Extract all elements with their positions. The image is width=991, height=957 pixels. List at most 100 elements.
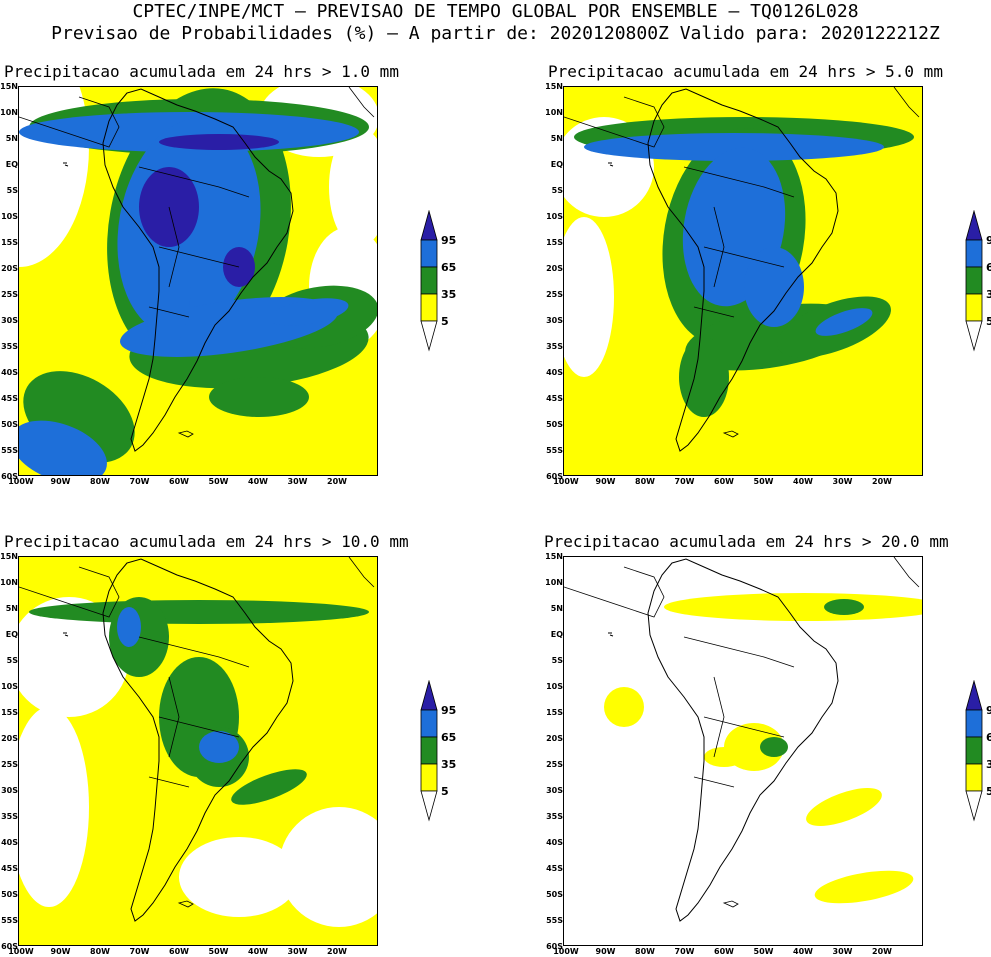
panel-title-1mm: Precipitacao acumulada em 24 hrs > 1.0 m… [4,62,399,81]
legend-swatch-below-5 [420,320,438,352]
lat-tick-label: 10N [0,578,18,587]
legend-swatch-65 [420,709,438,738]
lon-tick-label: 80W [90,477,110,486]
lat-tick-label: EQ [5,630,18,639]
lon-tick-label: 40W [248,477,268,486]
legend-swatch-35 [965,736,983,765]
lat-tick-label: 35S [1,342,18,351]
probability-field-35 [824,599,864,615]
lon-tick-label: 100W [553,477,579,486]
lat-tick-label: 10N [545,578,563,587]
central-america-coast [564,557,920,618]
legend-label: 35 [986,758,991,771]
legend-swatch-95 [420,209,438,241]
legend-label: 5 [441,785,449,798]
lat-tick-label: 15S [1,238,18,247]
lat-tick-label: 60S [546,472,563,481]
lat-tick-label: 40S [546,838,563,847]
probability-field-5 [664,593,922,621]
lat-tick-label: 20S [1,264,18,273]
lat-tick-label: 10S [546,682,563,691]
lat-tick-label: 5N [5,134,18,143]
probability-field-65 [199,731,239,763]
lat-tick-label: 5S [6,656,18,665]
lon-tick-label: 90W [50,947,71,956]
central-america-coast [19,557,375,618]
legend-1mm: 95 65 35 5 [418,209,478,355]
lat-tick-label: EQ [5,160,18,169]
probability-field-65 [269,298,349,326]
legend-label: 65 [441,261,457,274]
probability-field-below-5 [19,597,129,717]
lat-tick-label: 5N [550,604,563,613]
lat-tick-label: 60S [546,942,563,951]
lon-tick-label: 100W [8,947,34,956]
lon-tick-label: 60W [169,477,189,486]
map-panel-1mm [18,86,378,476]
lat-tick-label: 50S [1,890,18,899]
legend-label: 95 [986,234,991,247]
lon-tick-label: 50W [208,947,229,956]
lat-tick-label: 10N [0,108,18,117]
legend-label: 95 [986,704,991,717]
lon-tick-label: 70W [129,947,150,956]
lon-tick-label: 70W [129,477,150,486]
main-title: CPTEC/INPE/MCT – PREVISAO DE TEMPO GLOBA… [132,1,859,22]
probability-field-35 [231,769,307,805]
panel-title-20mm: Precipitacao acumulada em 24 hrs > 20.0 … [544,532,949,551]
lon-tick-label: 90W [595,477,616,486]
lat-tick-label: 45S [546,394,563,403]
probability-field-35 [679,337,729,417]
legend-swatch-below-5 [965,320,983,352]
lat-tick-label: 35S [546,342,563,351]
subtitle: Previsao de Probabilidades (%) – A parti… [51,23,940,44]
lat-tick-label: 5S [6,186,18,195]
legend-swatch-below-5 [965,790,983,822]
legend-label: 65 [986,261,991,274]
lon-tick-label: 70W [674,947,695,956]
probability-field-below-5 [329,127,377,247]
probability-field-below-5 [279,807,377,927]
lon-tick-label: 20W [872,477,892,486]
lat-tick-label: 35S [546,812,563,821]
legend-swatch-5 [420,763,438,792]
lon-tick-label: 50W [208,477,229,486]
lon-tick-label: 30W [287,947,308,956]
lon-tick-label: 20W [327,477,347,486]
lat-tick-label: 15N [545,552,563,561]
probability-field-below-5 [564,217,614,377]
lat-tick-label: 30S [546,316,563,325]
lon-tick-label: 80W [90,947,110,956]
falkland-islands [722,900,739,908]
lat-tick-label: 15S [546,708,563,717]
lon-tick-label: 40W [793,947,813,956]
legend-label: 5 [441,315,449,328]
legend-label: 5 [986,785,991,798]
lat-tick-label: 10S [1,212,18,221]
galapagos-islands [63,632,69,637]
coastline [647,88,839,452]
legend-label: 35 [986,288,991,301]
probability-field-65 [815,308,873,336]
galapagos-islands [608,632,614,637]
legend-swatch-35 [420,266,438,295]
falkland-islands [177,900,194,908]
probability-field-5 [704,747,744,767]
probability-field-65 [19,420,107,475]
legend-swatch-65 [965,239,983,268]
lat-tick-label: 5S [551,656,563,665]
lon-tick-label: 80W [635,477,655,486]
lat-tick-label: 45S [1,394,18,403]
lat-tick-label: 50S [546,890,563,899]
legend-swatch-95 [965,679,983,711]
lat-tick-label: 50S [1,420,18,429]
probability-field-65 [744,247,804,327]
lat-tick-label: 10S [1,682,18,691]
lat-tick-label: 45S [546,864,563,873]
legend-swatch-below-5 [420,790,438,822]
map-panel-10mm [18,556,378,946]
probability-field-below-5 [19,707,89,907]
legend-swatch-35 [965,266,983,295]
lon-tick-label: 100W [553,947,579,956]
lat-tick-label: 55S [1,446,18,455]
